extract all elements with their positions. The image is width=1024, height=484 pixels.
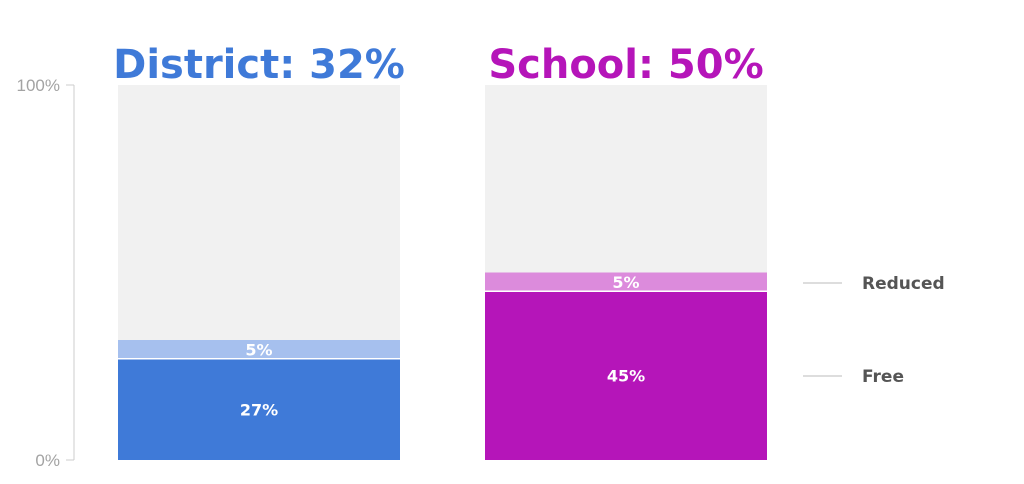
y-tick-label-bottom: 0% [35,451,60,470]
data-label-school-reduced: 5% [612,273,639,292]
legend: Reduced Free [803,274,945,387]
bar-segment-school-reduced [485,272,767,292]
bar-segment-school-free [485,291,767,460]
legend-label-reduced: Reduced [862,274,945,294]
legend-label-free: Free [862,367,904,387]
column-title-district: District: 32% [113,42,405,88]
data-label-district-free: 27% [240,400,278,419]
bar-segment-district-reduced [118,340,400,359]
data-label-district-reduced: 5% [245,340,272,359]
bars-group: 27% 5% District: 32% 45% 5% School: 50% [113,42,767,460]
y-tick-label-top: 100% [17,76,60,95]
bar-segment-district-free [118,358,400,460]
y-axis: 100% 0% [17,76,75,470]
data-label-school-free: 45% [607,367,645,386]
column-title-school: School: 50% [488,42,763,88]
